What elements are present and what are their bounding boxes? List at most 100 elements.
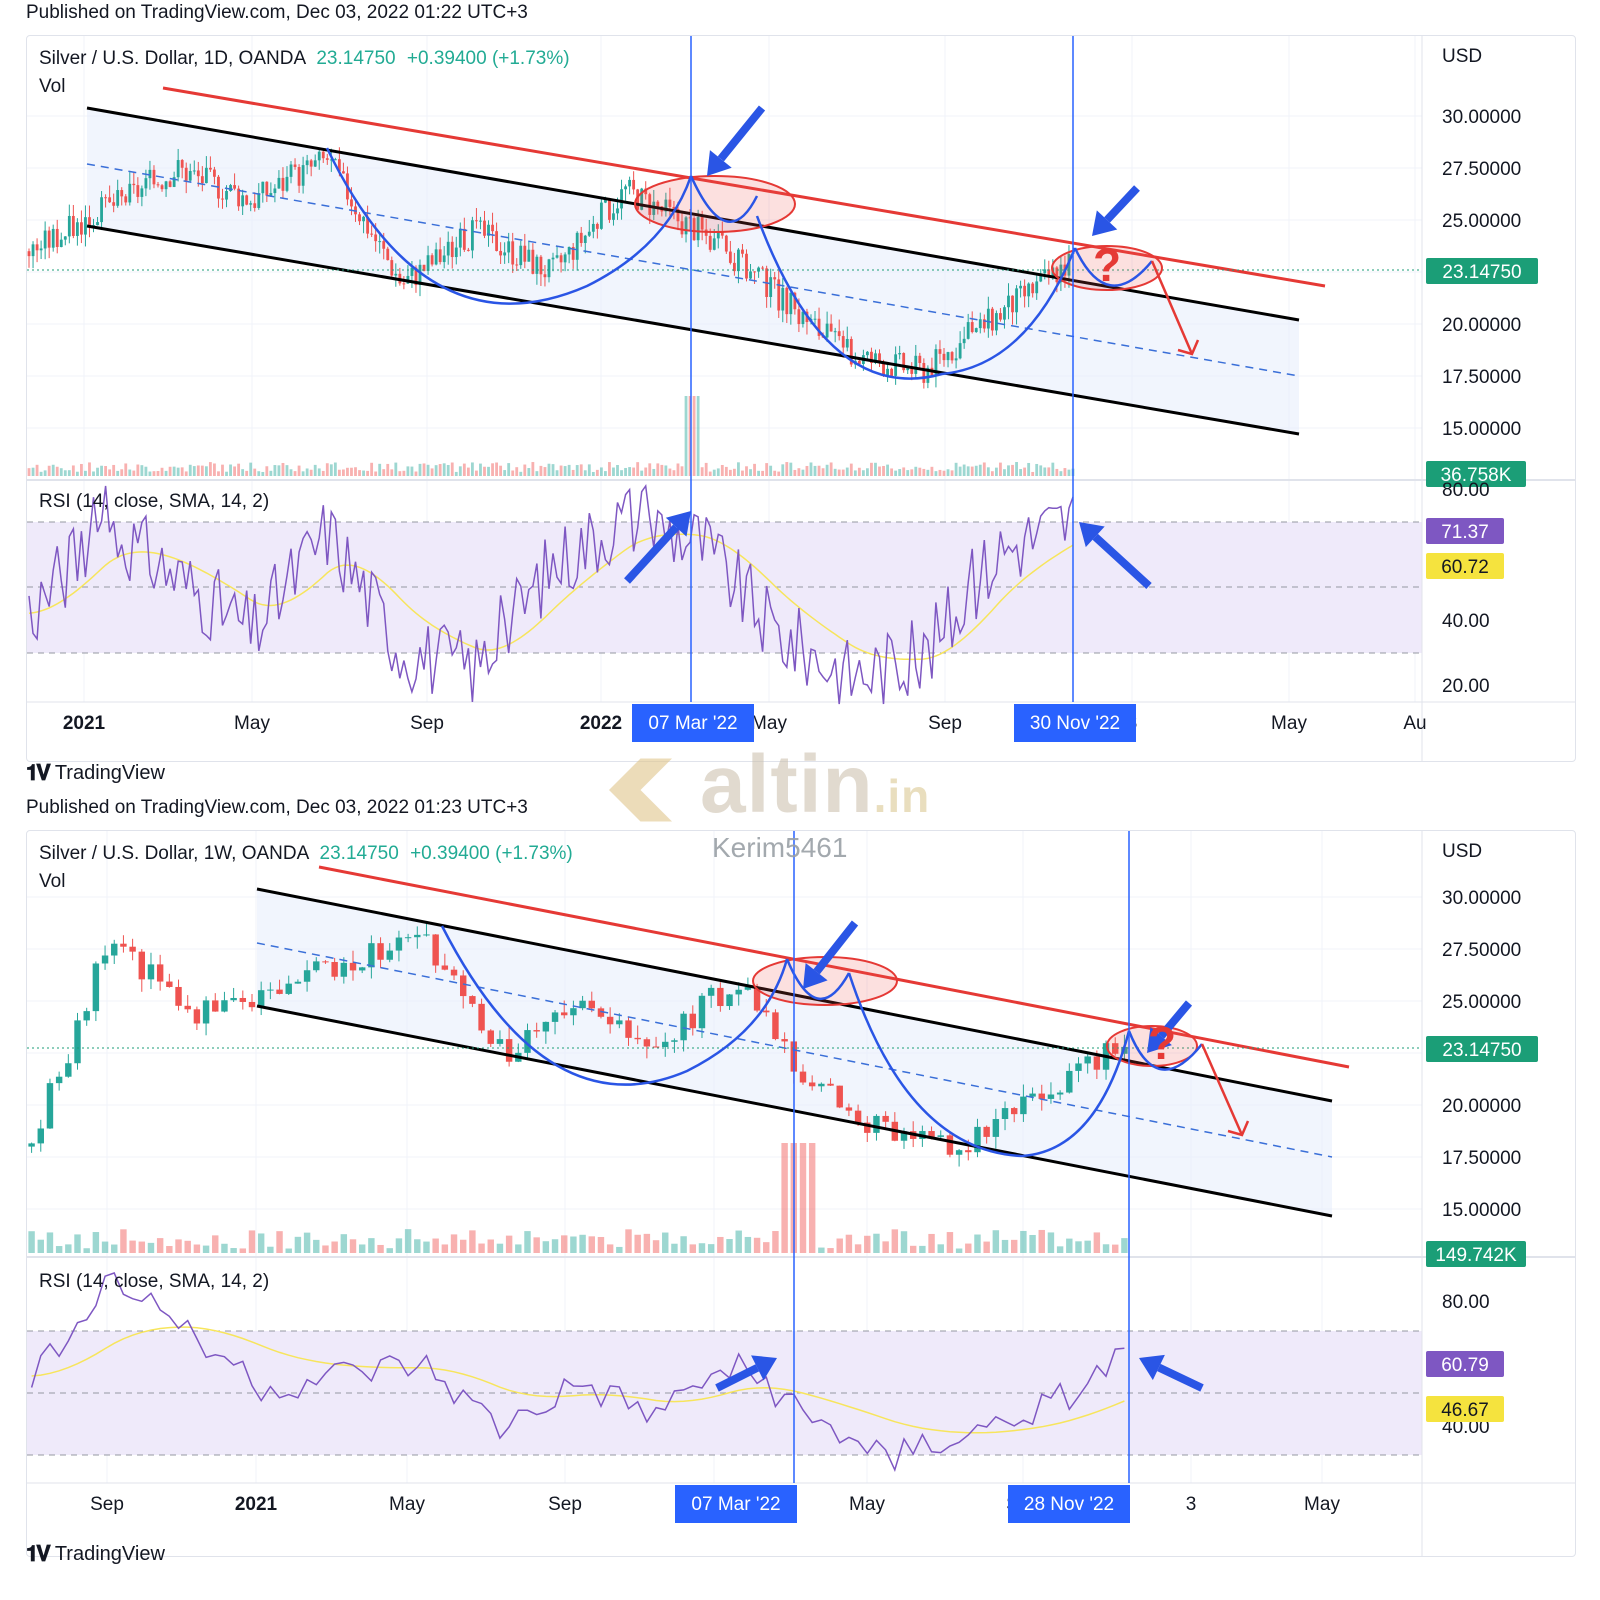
candle-body [414, 267, 418, 286]
projection-arrow-head [1177, 339, 1200, 356]
volume-bar [753, 1237, 761, 1253]
candle-body [1075, 1063, 1082, 1071]
candle-body [144, 178, 148, 189]
volume-bar [870, 462, 873, 476]
volume-bar [999, 462, 1002, 476]
candle-body [101, 955, 109, 964]
candle-body [84, 217, 87, 235]
candle-body [772, 1012, 779, 1040]
candle-body [583, 235, 587, 244]
rsi-sma-line [28, 533, 1074, 661]
volume-bar [632, 467, 636, 476]
volume-tag-label: 36.758K [1441, 465, 1512, 486]
volume-bar [906, 470, 910, 476]
candle-body [644, 188, 648, 195]
symbol-name[interactable]: Silver / U.S. Dollar, 1W, OANDA [39, 843, 309, 864]
volume-bar [475, 470, 478, 476]
volume-bar [192, 466, 196, 476]
price-tick-label: 15.00000 [1442, 1200, 1521, 1221]
chart-frame[interactable]: ?USD30.0000027.5000025.0000022.5000020.0… [26, 830, 1576, 1557]
volume-bar [543, 467, 547, 476]
candle-body [656, 201, 660, 207]
volume-bar [225, 471, 228, 476]
volume-bar [96, 467, 99, 476]
volume-bar [505, 1235, 513, 1253]
volume-bar [652, 468, 656, 476]
rsi-label[interactable]: RSI (14, close, SMA, 14, 2) [39, 491, 270, 512]
candle-body [277, 177, 281, 189]
volume-bar [745, 466, 748, 476]
candle-body [458, 228, 462, 248]
volume-bar [446, 464, 450, 476]
candle-body [726, 994, 733, 1007]
tradingview-footer[interactable]: 𝟏𝐕 TradingView [26, 1541, 165, 1567]
volume-bar [176, 467, 180, 476]
chart-frame[interactable]: ?USD30.0000027.5000025.0000022.5000020.0… [26, 35, 1576, 762]
volume-bar [285, 1248, 292, 1253]
volume-label[interactable]: Vol [39, 76, 66, 97]
volume-bar [1067, 469, 1071, 476]
rsi-sma-line [31, 1326, 1125, 1434]
candle-body [914, 355, 918, 374]
price-tick-label: 30.00000 [1442, 888, 1521, 909]
candle-body [1112, 1043, 1119, 1054]
volume-bar [450, 462, 454, 476]
volume-bar [753, 463, 756, 476]
candle-body [873, 1115, 880, 1133]
candle-body [386, 248, 390, 261]
volume-bar [966, 466, 970, 476]
volume-bar [994, 467, 998, 476]
time-tick-label: May [234, 713, 270, 734]
volume-bar [487, 1239, 494, 1253]
candle-body [382, 241, 386, 249]
candle-body [462, 228, 466, 250]
volume-bar [458, 466, 462, 476]
volume-bar [193, 1244, 201, 1253]
candle-body [643, 1039, 651, 1047]
candle-body [402, 283, 406, 285]
volume-bar [854, 1244, 862, 1253]
candle-body [692, 218, 696, 241]
candle-body [301, 165, 305, 186]
volume-bar [555, 470, 559, 476]
last-price: 23.14750 [319, 843, 399, 864]
volume-bar [426, 464, 430, 476]
daily-chart-panel: Published on TradingView.com, Dec 03, 20… [0, 0, 1600, 790]
candle-body [46, 1083, 54, 1129]
volume-bar [772, 1231, 779, 1253]
candle-body [503, 252, 507, 256]
volume-bar [1029, 1234, 1036, 1253]
volume-bar [689, 1244, 697, 1253]
volume-tag-label: 149.742K [1435, 1245, 1517, 1266]
volume-bar [184, 471, 188, 476]
candle-body [83, 1011, 90, 1021]
candle-body [184, 167, 188, 181]
volume-bar [378, 463, 382, 476]
rsi-tag-label: 60.79 [1441, 1355, 1489, 1376]
volume-bar [1043, 467, 1047, 476]
daily-chart-svg[interactable]: ?USD30.0000027.5000025.0000022.5000020.0… [27, 36, 1575, 761]
candle-body [707, 987, 715, 996]
rsi-label[interactable]: RSI (14, close, SMA, 14, 2) [39, 1271, 270, 1292]
volume-bar [583, 470, 587, 476]
symbol-name[interactable]: Silver / U.S. Dollar, 1D, OANDA [39, 48, 306, 69]
rsi-tag-label: 71.37 [1441, 522, 1489, 543]
weekly-chart-svg[interactable]: ?USD30.0000027.5000025.0000022.5000020.0… [27, 831, 1575, 1556]
candle-body [982, 319, 986, 329]
candle-body [523, 245, 527, 262]
candle-body [712, 238, 716, 250]
tradingview-footer[interactable]: 𝟏𝐕 TradingView [26, 760, 165, 786]
candle-body [475, 220, 478, 222]
resistance-line-red [162, 86, 1326, 288]
candle-body [938, 349, 942, 354]
volume-bar [184, 1240, 191, 1253]
candle-body [261, 181, 265, 194]
volume-bar [919, 1245, 926, 1253]
volume-bar [744, 1236, 752, 1253]
volume-label[interactable]: Vol [39, 871, 66, 892]
volume-tag [1426, 461, 1526, 487]
volume-bar [873, 1233, 880, 1253]
volume-bar [671, 1243, 678, 1253]
watermark-brand: altin.in [700, 739, 931, 830]
candle-body [946, 352, 950, 361]
